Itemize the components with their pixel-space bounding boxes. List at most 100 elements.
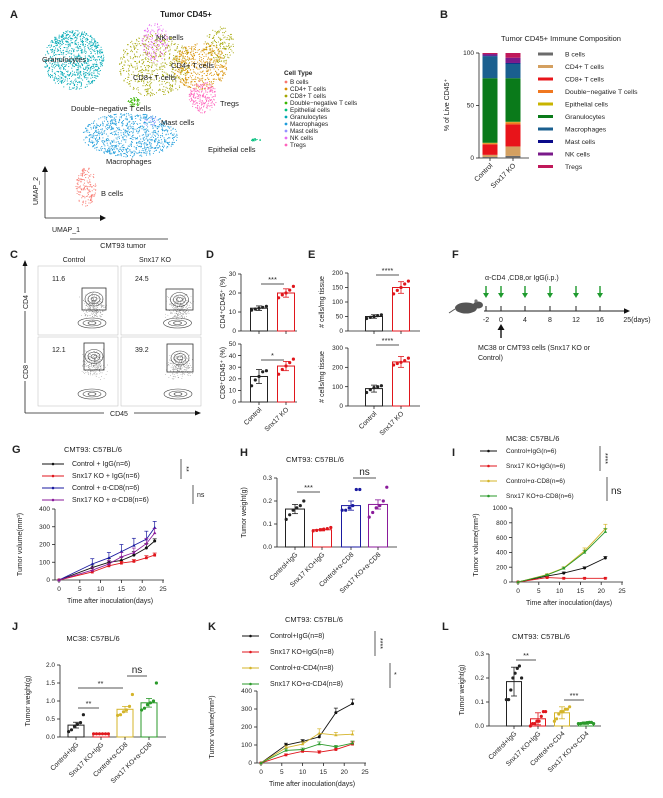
contour [163, 317, 192, 329]
umap-point [67, 44, 69, 46]
event-dot [87, 301, 89, 303]
umap-point [86, 70, 88, 72]
event-dot [179, 315, 181, 317]
umap-point [101, 147, 103, 150]
umap-point [180, 81, 182, 83]
umap-point [64, 66, 66, 68]
event-dot [187, 312, 189, 314]
umap-point [169, 133, 172, 135]
umap-point [154, 129, 156, 132]
umap-point [118, 137, 121, 139]
umap-point [184, 60, 186, 62]
umap-point [138, 81, 140, 83]
event-dot [178, 356, 180, 358]
event-dot [92, 316, 93, 317]
umap-point [114, 133, 116, 135]
umap-point [164, 36, 166, 38]
umap-point [152, 120, 155, 122]
umap-point [87, 44, 89, 47]
umap-point [210, 105, 212, 107]
umap-point [203, 104, 205, 106]
umap-point [143, 136, 145, 138]
data-point [291, 357, 295, 361]
umap-point [110, 120, 112, 122]
umap-point [219, 47, 221, 49]
umap-point [93, 185, 95, 187]
umap-point [193, 89, 195, 91]
umap-point [144, 85, 146, 87]
event-dot [176, 308, 178, 309]
umap-point [188, 46, 190, 48]
event-dot [102, 314, 104, 315]
event-dot [180, 366, 181, 368]
umap-point [75, 78, 77, 80]
cluster-label: Tregs [220, 99, 239, 108]
event-dot [88, 311, 90, 312]
umap-point [138, 141, 140, 143]
umap-point [140, 138, 142, 140]
event-dot [171, 362, 172, 364]
umap-point [196, 89, 198, 92]
umap-point [51, 51, 53, 53]
umap-point [120, 113, 122, 115]
umap-point [94, 69, 96, 71]
event-dot [82, 365, 84, 366]
umap-point [114, 152, 116, 154]
data-point [257, 306, 261, 310]
umap-point [90, 35, 92, 38]
event-dot [85, 315, 87, 316]
umap-point [100, 51, 102, 53]
umap-point [81, 195, 83, 197]
umap-point [157, 128, 159, 130]
umap-point [160, 125, 162, 127]
umap-point [152, 93, 154, 95]
umap-point [146, 34, 148, 36]
umap-point [70, 53, 72, 55]
event-dot [92, 304, 94, 305]
umap-point [132, 137, 134, 139]
umap-point [87, 131, 89, 133]
umap-point [87, 194, 89, 196]
umap-point [116, 126, 118, 129]
umap-point [159, 54, 161, 56]
umap-point [109, 149, 111, 152]
umap-point [168, 144, 170, 146]
umap-point [59, 61, 61, 63]
umap-point [169, 89, 171, 91]
umap-point [149, 121, 151, 123]
event-dot [93, 373, 95, 374]
umap-point [84, 68, 86, 71]
umap-point [225, 30, 227, 32]
umap-point [90, 184, 92, 186]
umap-point [61, 35, 63, 37]
umap-point [171, 76, 173, 78]
umap-point [205, 55, 207, 57]
event-dot [181, 378, 183, 379]
umap-point [193, 93, 195, 95]
legend-dot [284, 143, 288, 147]
event-dot [102, 306, 103, 307]
event-dot [164, 374, 166, 375]
umap-point [45, 62, 47, 64]
event-dot [181, 366, 183, 368]
event-dot [185, 314, 187, 315]
umap-point [215, 31, 217, 34]
umap-point [153, 93, 155, 96]
umap-point [145, 52, 147, 54]
umap-point [72, 50, 75, 52]
event-dot [187, 365, 188, 367]
umap-point [97, 65, 99, 67]
umap-point [223, 72, 225, 74]
umap-point [174, 66, 177, 68]
event-dot [178, 363, 180, 365]
panel-label-K: K [208, 621, 216, 633]
legend-item: CD8+ T cells [290, 93, 326, 100]
umap-point [213, 57, 215, 59]
umap-point [123, 153, 125, 155]
umap-point [147, 34, 149, 36]
umap-point [44, 59, 46, 61]
umap-point [73, 84, 76, 86]
umap-point [161, 132, 164, 134]
umap-point [177, 61, 179, 63]
